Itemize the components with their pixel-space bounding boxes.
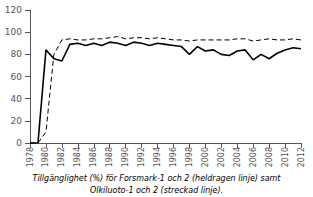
svg-text:1986: 1986 — [89, 147, 98, 167]
svg-text:60: 60 — [11, 72, 23, 82]
svg-text:1996: 1996 — [169, 147, 178, 167]
svg-text:1982: 1982 — [57, 147, 66, 167]
svg-text:0: 0 — [16, 138, 22, 148]
svg-text:2006: 2006 — [249, 147, 258, 167]
svg-text:2012: 2012 — [297, 147, 306, 167]
svg-text:2010: 2010 — [281, 147, 290, 167]
svg-text:1994: 1994 — [153, 147, 162, 167]
svg-text:120: 120 — [5, 5, 22, 15]
svg-text:2008: 2008 — [265, 147, 274, 167]
svg-text:1984: 1984 — [73, 147, 82, 167]
svg-text:2004: 2004 — [233, 147, 242, 167]
svg-text:80: 80 — [11, 49, 23, 59]
svg-text:1998: 1998 — [185, 147, 194, 167]
svg-text:1992: 1992 — [137, 147, 146, 167]
svg-text:100: 100 — [5, 27, 22, 37]
svg-text:1980: 1980 — [41, 147, 50, 167]
svg-text:Olkiluoto-1 och 2 (streckad li: Olkiluoto-1 och 2 (streckad linje). — [90, 186, 223, 195]
svg-text:1988: 1988 — [105, 147, 114, 167]
svg-text:40: 40 — [11, 94, 23, 104]
svg-text:20: 20 — [11, 116, 23, 126]
svg-text:2000: 2000 — [201, 147, 210, 167]
svg-text:Tillgänglighet (%) för Forsmar: Tillgänglighet (%) för Forsmark-1 och 2 … — [33, 174, 282, 183]
svg-text:2002: 2002 — [217, 147, 226, 167]
svg-text:1990: 1990 — [121, 147, 130, 167]
svg-text:1978: 1978 — [26, 147, 35, 167]
